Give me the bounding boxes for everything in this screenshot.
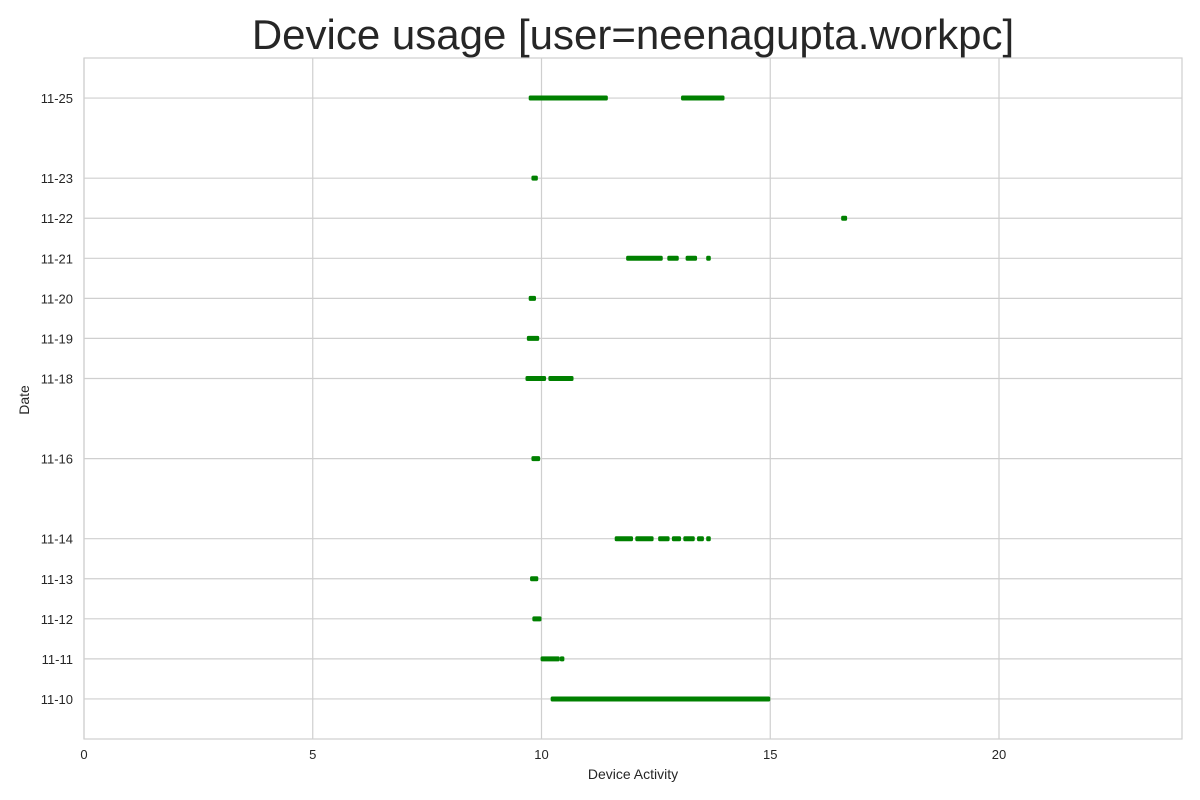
y-tick-label: 11-23 (41, 171, 73, 186)
usage-bar (528, 295, 537, 301)
usage-bar (706, 536, 711, 542)
usage-bar (671, 536, 682, 542)
y-tick-label: 11-18 (41, 371, 73, 386)
usage-bar (683, 536, 695, 542)
usage-bar (841, 215, 848, 221)
usage-bar (532, 616, 542, 622)
usage-bar (658, 536, 670, 542)
usage-bars (525, 95, 848, 702)
y-axis-label: Date (16, 385, 32, 415)
usage-bar (685, 255, 698, 261)
y-tick-label: 11-10 (41, 692, 73, 707)
usage-bar (526, 335, 540, 341)
usage-bar (531, 456, 541, 462)
y-tick-label: 11-16 (41, 452, 73, 467)
usage-bar (531, 175, 538, 181)
usage-bar (548, 375, 574, 381)
usage-bar (626, 255, 663, 261)
y-tick-label: 11-14 (41, 532, 73, 547)
y-tick-label: 11-13 (41, 572, 73, 587)
y-tick-label: 11-19 (41, 331, 73, 346)
y-tick-label: 11-12 (41, 612, 73, 627)
usage-bar (635, 536, 654, 542)
x-tick-label: 15 (763, 747, 777, 762)
x-tick-label: 0 (80, 747, 87, 762)
y-tick-label: 11-25 (41, 91, 73, 106)
y-tick-label: 11-20 (41, 291, 73, 306)
usage-bar (528, 95, 608, 101)
usage-bar (540, 656, 560, 662)
x-tick-label: 5 (309, 747, 316, 762)
usage-bar (667, 255, 679, 261)
y-tick-label: 11-21 (41, 251, 73, 266)
usage-bar (559, 656, 565, 662)
usage-bar (614, 536, 633, 542)
x-tick-label: 20 (992, 747, 1006, 762)
usage-bar (525, 375, 547, 381)
x-tick-label: 10 (534, 747, 548, 762)
grid-lines (83, 58, 1182, 739)
usage-bar (697, 536, 704, 542)
chart-title: Device usage [user=neenagupta.workpc] (252, 11, 1014, 58)
usage-bar (706, 255, 711, 261)
tick-labels: 0 5 10 15 20 11-25 11-23 11-22 11-21 11-20 11-19 11… (41, 91, 1007, 762)
plot-frame (83, 57, 1183, 740)
usage-bar (530, 576, 539, 582)
y-tick-label: 11-22 (41, 211, 73, 226)
usage-bar (550, 696, 771, 702)
x-axis-label: Device Activity (588, 766, 678, 782)
y-tick-label: 11-11 (42, 652, 73, 667)
usage-bar (681, 95, 725, 101)
